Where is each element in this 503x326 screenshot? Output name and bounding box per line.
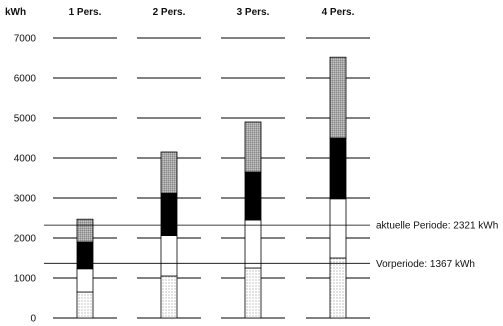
bar-segment-group-3-segment-4 <box>244 121 262 173</box>
bar-segment-group-1-segment-1 <box>76 291 94 319</box>
y-tick-label-2000: 2000 <box>14 234 37 245</box>
bar-segment-group-3-segment-2 <box>244 219 262 269</box>
category-label-4: 4 Pers. <box>322 7 355 18</box>
y-tick-label-3000: 3000 <box>14 194 37 205</box>
bar-segment-group-3-segment-3 <box>244 171 262 221</box>
y-axis-ticks: 0 1000 2000 3000 4000 5000 6000 7000 <box>14 34 37 325</box>
y-tick-label-4000: 4000 <box>14 154 37 165</box>
bar-segment-group-1-segment-4 <box>76 218 94 243</box>
chart-header: kWh 1 Pers. 2 Pers. 3 Pers. 4 Pers. <box>5 7 355 18</box>
bar-segment-group-4-segment-2 <box>329 198 347 259</box>
y-tick-label-7000: 7000 <box>14 34 37 45</box>
reference-label-1: aktuelle Periode: 2321 kWh <box>376 221 498 232</box>
y-tick-label-5000: 5000 <box>14 114 37 125</box>
category-label-3: 3 Pers. <box>237 7 270 18</box>
y-tick-label-0: 0 <box>30 314 36 325</box>
bar-segment-group-2-segment-4 <box>160 151 178 194</box>
y-unit-label: kWh <box>5 7 26 18</box>
bar-segment-group-3-segment-1 <box>244 267 262 319</box>
category-label-2: 2 Pers. <box>153 7 186 18</box>
gridlines <box>53 37 370 319</box>
bar-segment-group-2-segment-3 <box>160 192 178 236</box>
bar-segment-group-1-segment-2 <box>76 268 94 293</box>
reference-label-2: Vorperiode: 1367 kWh <box>376 259 475 270</box>
bar-segment-group-4-segment-1 <box>329 257 347 319</box>
y-tick-label-1000: 1000 <box>14 274 37 285</box>
bar-segment-group-4-segment-4 <box>329 56 347 139</box>
category-label-1: 1 Pers. <box>69 7 102 18</box>
bar-segment-group-1-segment-3 <box>76 241 94 270</box>
bars <box>76 56 347 319</box>
bar-segment-group-4-segment-3 <box>329 137 347 200</box>
bar-segment-group-2-segment-2 <box>160 235 178 277</box>
reference-lines: aktuelle Periode: 2321 kWh Vorperiode: 13… <box>44 221 498 270</box>
bar-segment-group-2-segment-1 <box>160 275 178 319</box>
y-tick-label-6000: 6000 <box>14 74 37 85</box>
